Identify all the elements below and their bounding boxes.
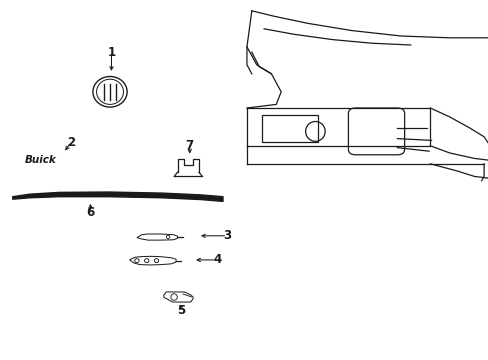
Text: 4: 4 (213, 253, 221, 266)
Text: 6: 6 (86, 206, 94, 219)
Text: 1: 1 (107, 46, 115, 59)
Text: 3: 3 (223, 229, 231, 242)
Text: 5: 5 (177, 304, 184, 317)
Text: 2: 2 (67, 136, 75, 149)
Text: Buick: Buick (24, 155, 56, 165)
Bar (261, 115, 317, 142)
Text: 7: 7 (185, 139, 193, 152)
